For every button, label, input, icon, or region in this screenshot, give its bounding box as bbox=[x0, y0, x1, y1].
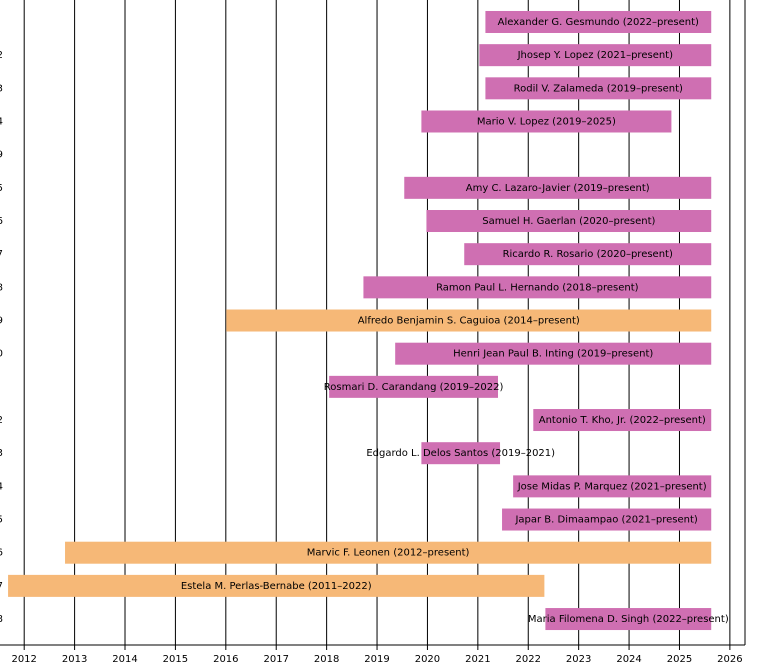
bar-label: Antonio T. Kho, Jr. (2022–present) bbox=[539, 415, 706, 426]
x-tick-label: 2020 bbox=[415, 654, 440, 665]
x-tick-label: 2024 bbox=[616, 654, 641, 665]
bar bbox=[464, 243, 712, 266]
row-label: 3 bbox=[0, 448, 3, 459]
bar bbox=[226, 309, 712, 332]
bar bbox=[513, 475, 712, 498]
bar-label: Ricardo R. Rosario (2020–present) bbox=[503, 249, 673, 260]
bar-label: Samuel H. Gaerlan (2020–present) bbox=[482, 216, 655, 227]
bar-label: Ramon Paul L. Hernando (2018–present) bbox=[436, 282, 639, 293]
bar-label: Mario V. Lopez (2019–2025) bbox=[477, 116, 616, 127]
row-label: 6 bbox=[0, 548, 3, 559]
bar-label: Maria Filomena D. Singh (2022–present) bbox=[528, 614, 729, 625]
x-tick-label: 2017 bbox=[263, 654, 288, 665]
bar-label: Rosmari D. Carandang (2019–2022) bbox=[324, 382, 504, 393]
row-label: 2 bbox=[0, 50, 3, 61]
bar bbox=[329, 375, 499, 398]
row-label: 5 bbox=[0, 515, 3, 526]
bar bbox=[404, 176, 712, 199]
x-tick-label: 2026 bbox=[717, 654, 742, 665]
x-tick-label: 2021 bbox=[465, 654, 490, 665]
row-label: 8 bbox=[0, 282, 3, 293]
bar-label: Marvic F. Leonen (2012–present) bbox=[307, 548, 470, 559]
bar bbox=[485, 10, 712, 33]
bar bbox=[363, 276, 712, 299]
row-label: 5 bbox=[0, 183, 3, 194]
row-label: 0 bbox=[0, 349, 3, 360]
bar bbox=[395, 342, 712, 365]
x-tick-label: 2015 bbox=[163, 654, 188, 665]
bar bbox=[485, 77, 712, 100]
bar-label: Alfredo Benjamin S. Caguioa (2014–presen… bbox=[358, 316, 580, 327]
bar-label: Alexander G. Gesmundo (2022–present) bbox=[498, 17, 699, 28]
row-label: 4 bbox=[0, 116, 3, 127]
bar-label: Edgardo L. Delos Santos (2019–2021) bbox=[366, 448, 555, 459]
bar bbox=[426, 210, 712, 233]
x-tick-label: 2025 bbox=[667, 654, 692, 665]
bar-label: Japar B. Dimaampao (2021–present) bbox=[514, 515, 697, 526]
bar-label: Jose Midas P. Marquez (2021–present) bbox=[517, 481, 707, 492]
row-label: 2 bbox=[0, 415, 3, 426]
x-tick-label: 2016 bbox=[213, 654, 238, 665]
bar-label: Rodil V. Zalameda (2019–present) bbox=[514, 83, 683, 94]
bar bbox=[479, 44, 712, 67]
bar bbox=[8, 574, 545, 597]
x-tick-label: 2018 bbox=[314, 654, 339, 665]
bar bbox=[65, 541, 712, 564]
bar bbox=[533, 409, 712, 432]
row-label: 3 bbox=[0, 83, 3, 94]
x-tick-label: 2019 bbox=[364, 654, 389, 665]
row-label: 8 bbox=[0, 614, 3, 625]
row-label: 4 bbox=[0, 481, 3, 492]
row-label: 7 bbox=[0, 249, 3, 260]
bar bbox=[502, 508, 712, 531]
bar bbox=[421, 442, 501, 465]
bar-label: Jhosep Y. Lopez (2021–present) bbox=[517, 50, 674, 61]
bar-label: Henri Jean Paul B. Inting (2019–present) bbox=[453, 349, 653, 360]
bar bbox=[545, 608, 712, 631]
x-tick-label: 2023 bbox=[566, 654, 591, 665]
bar bbox=[421, 110, 672, 133]
bar-label: Estela M. Perlas-Bernabe (2011–2022) bbox=[181, 581, 372, 592]
x-tick-label: 2022 bbox=[516, 654, 541, 665]
row-label: 6 bbox=[0, 216, 3, 227]
x-tick-label: 2014 bbox=[112, 654, 137, 665]
bar-label: Amy C. Lazaro-Javier (2019–present) bbox=[466, 183, 650, 194]
row-label: 7 bbox=[0, 581, 3, 592]
row-label: 9 bbox=[0, 316, 3, 327]
x-tick-label: 2012 bbox=[11, 654, 36, 665]
x-tick-label: 2013 bbox=[62, 654, 87, 665]
row-label: 9 bbox=[0, 150, 3, 161]
